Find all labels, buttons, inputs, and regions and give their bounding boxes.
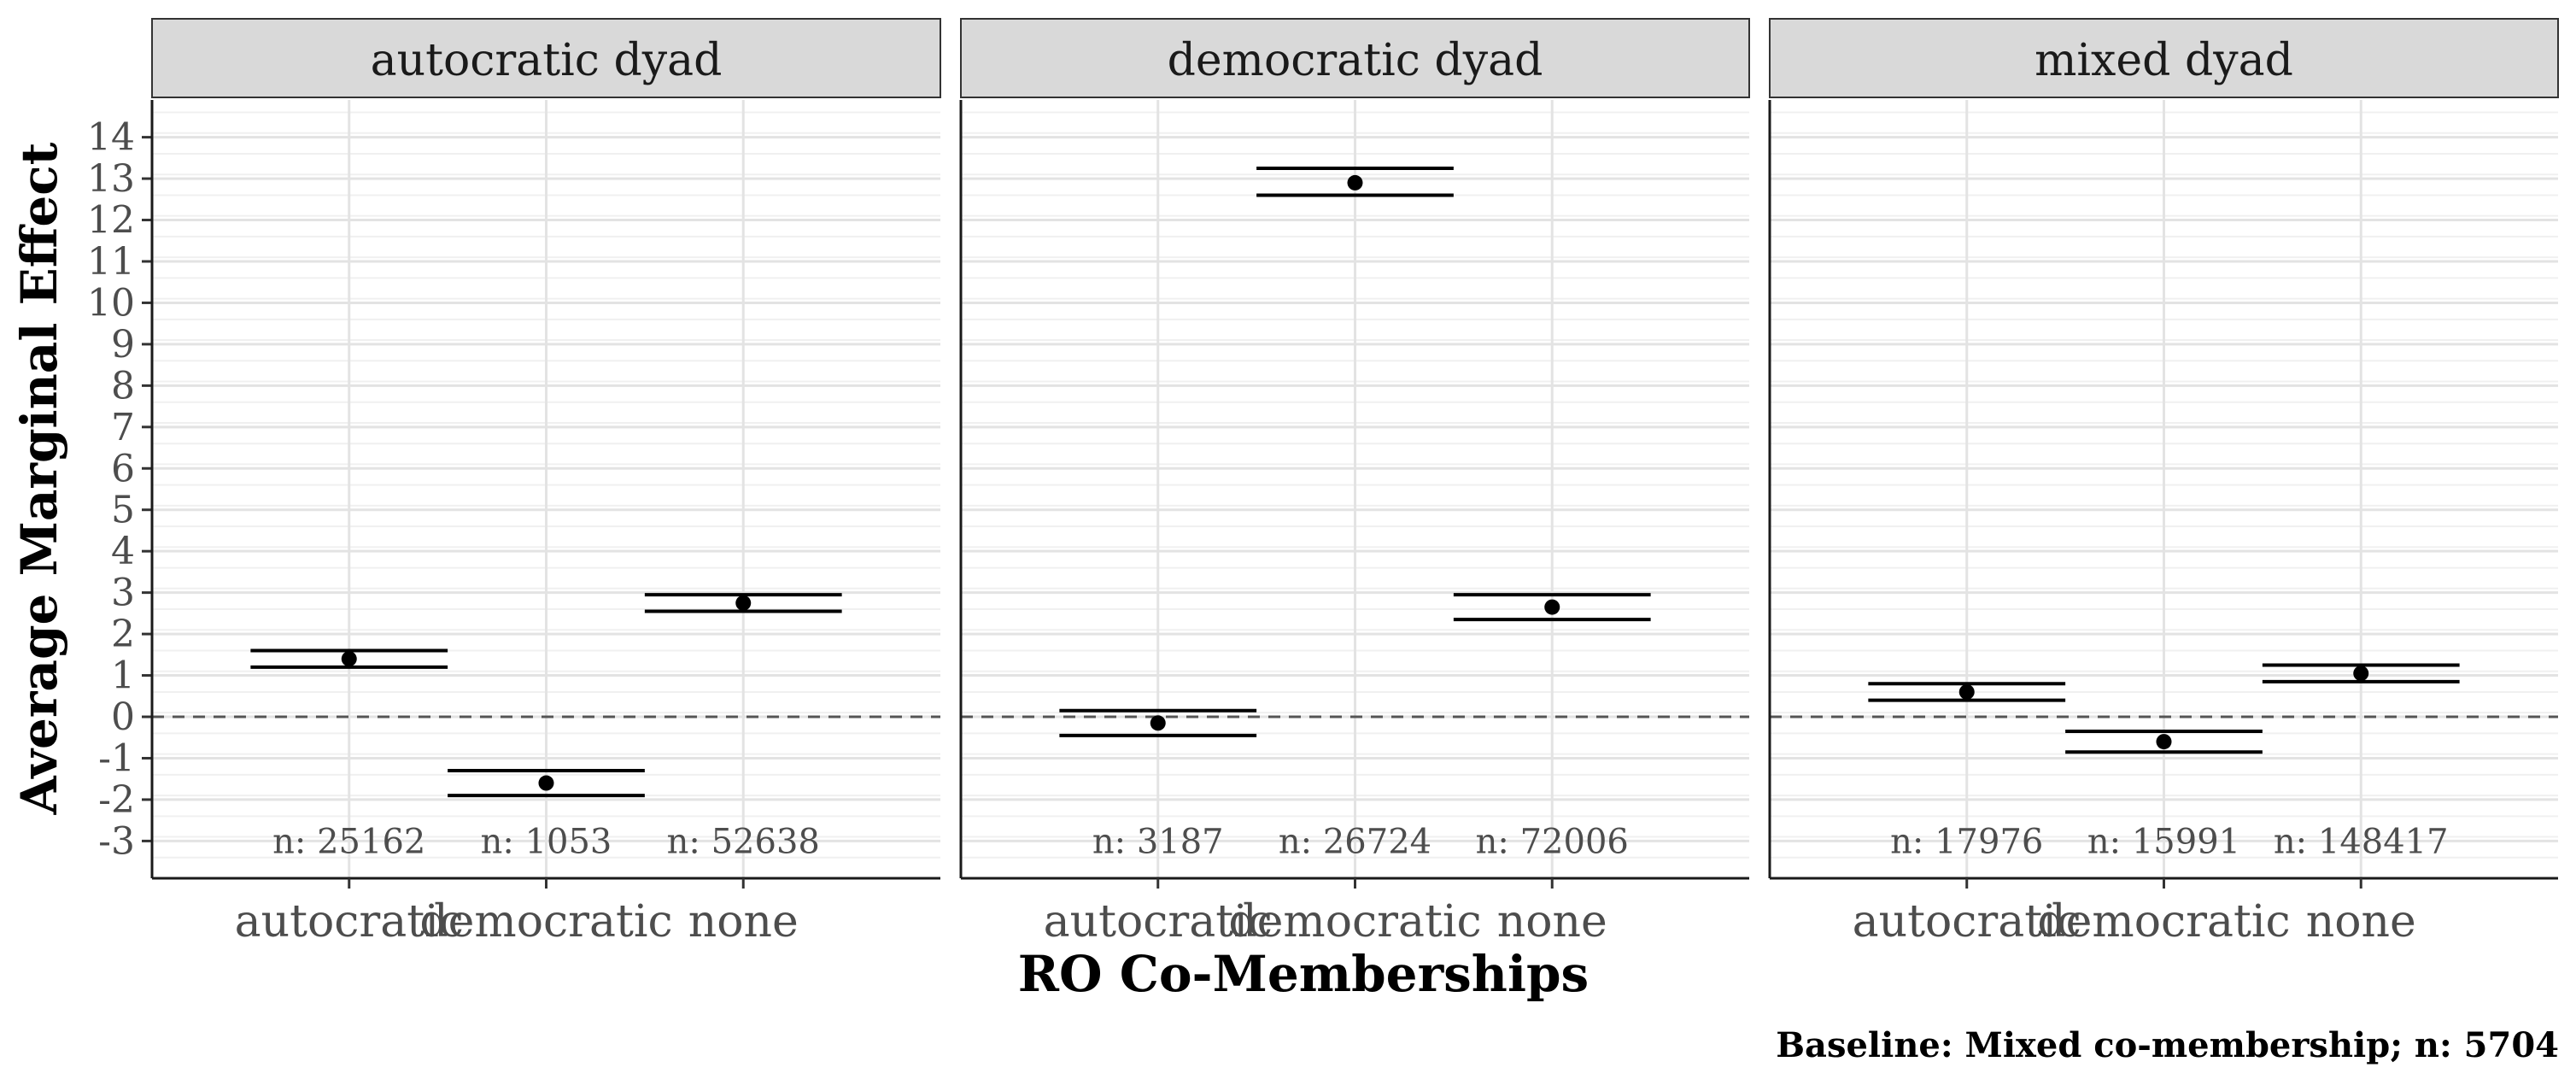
x-tick-label: none bbox=[688, 896, 799, 947]
facet-title: mixed dyad bbox=[2034, 35, 2293, 86]
x-tick-label: autocratic bbox=[1853, 896, 2081, 947]
y-tick-label: 0 bbox=[111, 695, 135, 739]
facet-strip bbox=[151, 18, 941, 98]
y-tick-label: 8 bbox=[111, 364, 135, 408]
sample-size-label: n: 15991 bbox=[2087, 822, 2240, 861]
sample-size-label: n: 148417 bbox=[2274, 822, 2449, 861]
estimate-point bbox=[1150, 715, 1166, 731]
x-tick-label: democratic bbox=[1228, 896, 1481, 947]
x-tick-label: democratic bbox=[419, 896, 672, 947]
y-axis-title: Average Marginal Effect bbox=[10, 142, 68, 815]
x-tick-label: democratic bbox=[2037, 896, 2290, 947]
sample-size-label: n: 17976 bbox=[1890, 822, 2043, 861]
facet-title: autocratic dyad bbox=[371, 35, 723, 86]
y-tick-label: 11 bbox=[87, 240, 135, 284]
sample-size-label: n: 26724 bbox=[1279, 822, 1431, 861]
y-tick-label: 2 bbox=[111, 613, 135, 656]
estimate-point bbox=[341, 651, 357, 667]
facet-strip bbox=[1769, 18, 2559, 98]
estimate-point bbox=[2353, 666, 2369, 682]
x-axis-title: RO Co-Memberships bbox=[1018, 945, 1589, 1003]
y-tick-label: 4 bbox=[111, 530, 135, 573]
estimate-point bbox=[1544, 599, 1560, 615]
estimate-point bbox=[538, 775, 554, 791]
y-tick-label: -2 bbox=[98, 778, 135, 822]
y-tick-label: 13 bbox=[87, 157, 135, 201]
sample-size-label: n: 52638 bbox=[667, 822, 820, 861]
y-tick-label: 3 bbox=[111, 572, 135, 615]
x-tick-label: none bbox=[2306, 896, 2416, 947]
y-tick-label: -1 bbox=[98, 736, 135, 780]
y-tick-label: 10 bbox=[87, 281, 135, 325]
y-tick-label: 7 bbox=[111, 406, 135, 449]
estimate-point bbox=[1347, 174, 1363, 191]
sample-size-label: n: 1053 bbox=[481, 822, 612, 861]
sample-size-label: n: 3187 bbox=[1092, 822, 1224, 861]
y-tick-label: -3 bbox=[98, 819, 135, 863]
y-tick-label: 14 bbox=[87, 116, 135, 160]
sample-size-label: n: 25162 bbox=[272, 822, 425, 861]
x-tick-label: autocratic bbox=[235, 896, 464, 947]
facet-strip bbox=[960, 18, 1750, 98]
facet-title: democratic dyad bbox=[1168, 35, 1543, 86]
y-tick-label: 12 bbox=[87, 199, 135, 243]
caption: Baseline: Mixed co-membership; n: 5704 bbox=[1776, 1025, 2559, 1065]
estimate-point bbox=[735, 595, 752, 611]
sample-size-label: n: 72006 bbox=[1476, 822, 1629, 861]
estimate-point bbox=[2156, 734, 2172, 750]
x-tick-label: none bbox=[1497, 896, 1607, 947]
y-tick-label: 5 bbox=[111, 489, 135, 532]
x-tick-label: autocratic bbox=[1044, 896, 1273, 947]
y-tick-label: 6 bbox=[111, 447, 135, 490]
y-tick-label: 1 bbox=[111, 654, 135, 698]
y-tick-label: 9 bbox=[111, 323, 135, 367]
estimate-point bbox=[1958, 683, 1975, 700]
